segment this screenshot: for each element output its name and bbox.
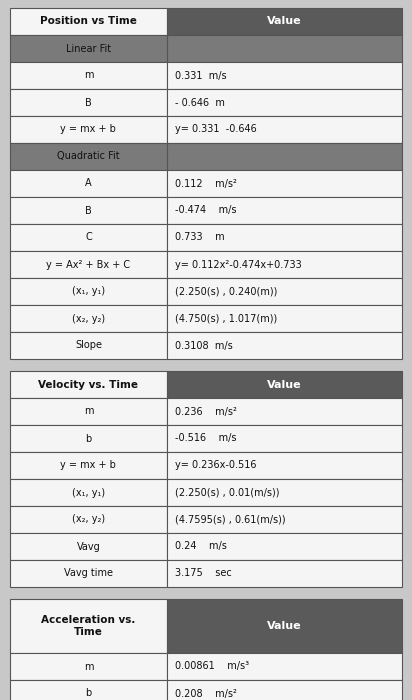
Bar xyxy=(10,278,167,305)
Bar xyxy=(10,305,167,332)
Text: Value: Value xyxy=(267,379,302,389)
Bar xyxy=(10,560,167,587)
Bar xyxy=(167,332,402,359)
Text: y = mx + b: y = mx + b xyxy=(61,461,116,470)
Bar xyxy=(167,35,402,62)
Text: 0.236    m/s²: 0.236 m/s² xyxy=(175,407,236,416)
Bar xyxy=(167,143,402,170)
Text: 0.00861    m/s³: 0.00861 m/s³ xyxy=(175,662,249,671)
Text: (2.250(s) , 0.01(m/s)): (2.250(s) , 0.01(m/s)) xyxy=(175,487,279,498)
Text: b: b xyxy=(85,433,91,444)
Text: y = mx + b: y = mx + b xyxy=(61,125,116,134)
Text: m: m xyxy=(84,407,93,416)
Bar xyxy=(167,452,402,479)
Bar xyxy=(10,533,167,560)
Text: b: b xyxy=(85,689,91,699)
Text: Velocity vs. Time: Velocity vs. Time xyxy=(38,379,138,389)
Bar xyxy=(167,371,402,398)
Text: C: C xyxy=(85,232,92,242)
Text: m: m xyxy=(84,662,93,671)
Text: Vavg: Vavg xyxy=(77,542,100,552)
Text: - 0.646  m: - 0.646 m xyxy=(175,97,225,108)
Bar xyxy=(167,479,402,506)
Bar xyxy=(167,425,402,452)
Bar xyxy=(167,197,402,224)
Bar xyxy=(10,89,167,116)
Text: m: m xyxy=(84,71,93,80)
Bar xyxy=(167,305,402,332)
Text: Value: Value xyxy=(267,17,302,27)
Text: y= 0.331  -0.646: y= 0.331 -0.646 xyxy=(175,125,257,134)
Bar xyxy=(10,452,167,479)
Bar xyxy=(167,278,402,305)
Text: Vavg time: Vavg time xyxy=(64,568,113,578)
Text: (4.750(s) , 1.017(m)): (4.750(s) , 1.017(m)) xyxy=(175,314,277,323)
Text: B: B xyxy=(85,206,92,216)
Bar xyxy=(167,398,402,425)
Text: (4.7595(s) , 0.61(m/s)): (4.7595(s) , 0.61(m/s)) xyxy=(175,514,286,524)
Bar xyxy=(10,425,167,452)
Text: Acceleration vs.
Time: Acceleration vs. Time xyxy=(41,615,136,637)
Text: A: A xyxy=(85,178,92,188)
Text: Position vs Time: Position vs Time xyxy=(40,17,137,27)
Text: y= 0.112x²-0.474x+0.733: y= 0.112x²-0.474x+0.733 xyxy=(175,260,302,270)
Bar xyxy=(167,224,402,251)
Bar xyxy=(167,62,402,89)
Bar xyxy=(10,143,167,170)
Text: (x₂, y₂): (x₂, y₂) xyxy=(72,314,105,323)
Bar xyxy=(167,653,402,680)
Text: 0.208    m/s²: 0.208 m/s² xyxy=(175,689,236,699)
Text: (2.250(s) , 0.240(m)): (2.250(s) , 0.240(m)) xyxy=(175,286,277,297)
Text: B: B xyxy=(85,97,92,108)
Bar xyxy=(167,506,402,533)
Text: 0.112    m/s²: 0.112 m/s² xyxy=(175,178,236,188)
Text: y = Ax² + Bx + C: y = Ax² + Bx + C xyxy=(46,260,131,270)
Bar xyxy=(10,8,167,35)
Bar xyxy=(10,599,167,653)
Text: Slope: Slope xyxy=(75,340,102,351)
Text: 0.24    m/s: 0.24 m/s xyxy=(175,542,227,552)
Text: -0.516    m/s: -0.516 m/s xyxy=(175,433,236,444)
Bar xyxy=(10,506,167,533)
Bar xyxy=(10,398,167,425)
Text: (x₁, y₁): (x₁, y₁) xyxy=(72,286,105,297)
Bar xyxy=(167,251,402,278)
Text: 3.175    sec: 3.175 sec xyxy=(175,568,232,578)
Bar xyxy=(10,332,167,359)
Bar xyxy=(167,599,402,653)
Bar xyxy=(10,116,167,143)
Bar xyxy=(10,197,167,224)
Bar xyxy=(167,8,402,35)
Text: Value: Value xyxy=(267,621,302,631)
Bar xyxy=(167,170,402,197)
Text: 0.3108  m/s: 0.3108 m/s xyxy=(175,340,232,351)
Bar xyxy=(167,89,402,116)
Bar xyxy=(167,680,402,700)
Bar xyxy=(167,560,402,587)
Text: -0.474    m/s: -0.474 m/s xyxy=(175,206,236,216)
Bar xyxy=(10,653,167,680)
Bar xyxy=(167,533,402,560)
Text: (x₂, y₂): (x₂, y₂) xyxy=(72,514,105,524)
Bar xyxy=(10,479,167,506)
Bar xyxy=(10,62,167,89)
Bar xyxy=(10,224,167,251)
Bar xyxy=(167,116,402,143)
Bar xyxy=(10,371,167,398)
Bar xyxy=(10,35,167,62)
Text: y= 0.236x-0.516: y= 0.236x-0.516 xyxy=(175,461,256,470)
Bar xyxy=(10,170,167,197)
Text: 0.733    m: 0.733 m xyxy=(175,232,225,242)
Text: Quadratic Fit: Quadratic Fit xyxy=(57,151,120,162)
Text: Linear Fit: Linear Fit xyxy=(66,43,111,53)
Bar xyxy=(10,251,167,278)
Text: (x₁, y₁): (x₁, y₁) xyxy=(72,487,105,498)
Bar xyxy=(10,680,167,700)
Text: 0.331  m/s: 0.331 m/s xyxy=(175,71,227,80)
